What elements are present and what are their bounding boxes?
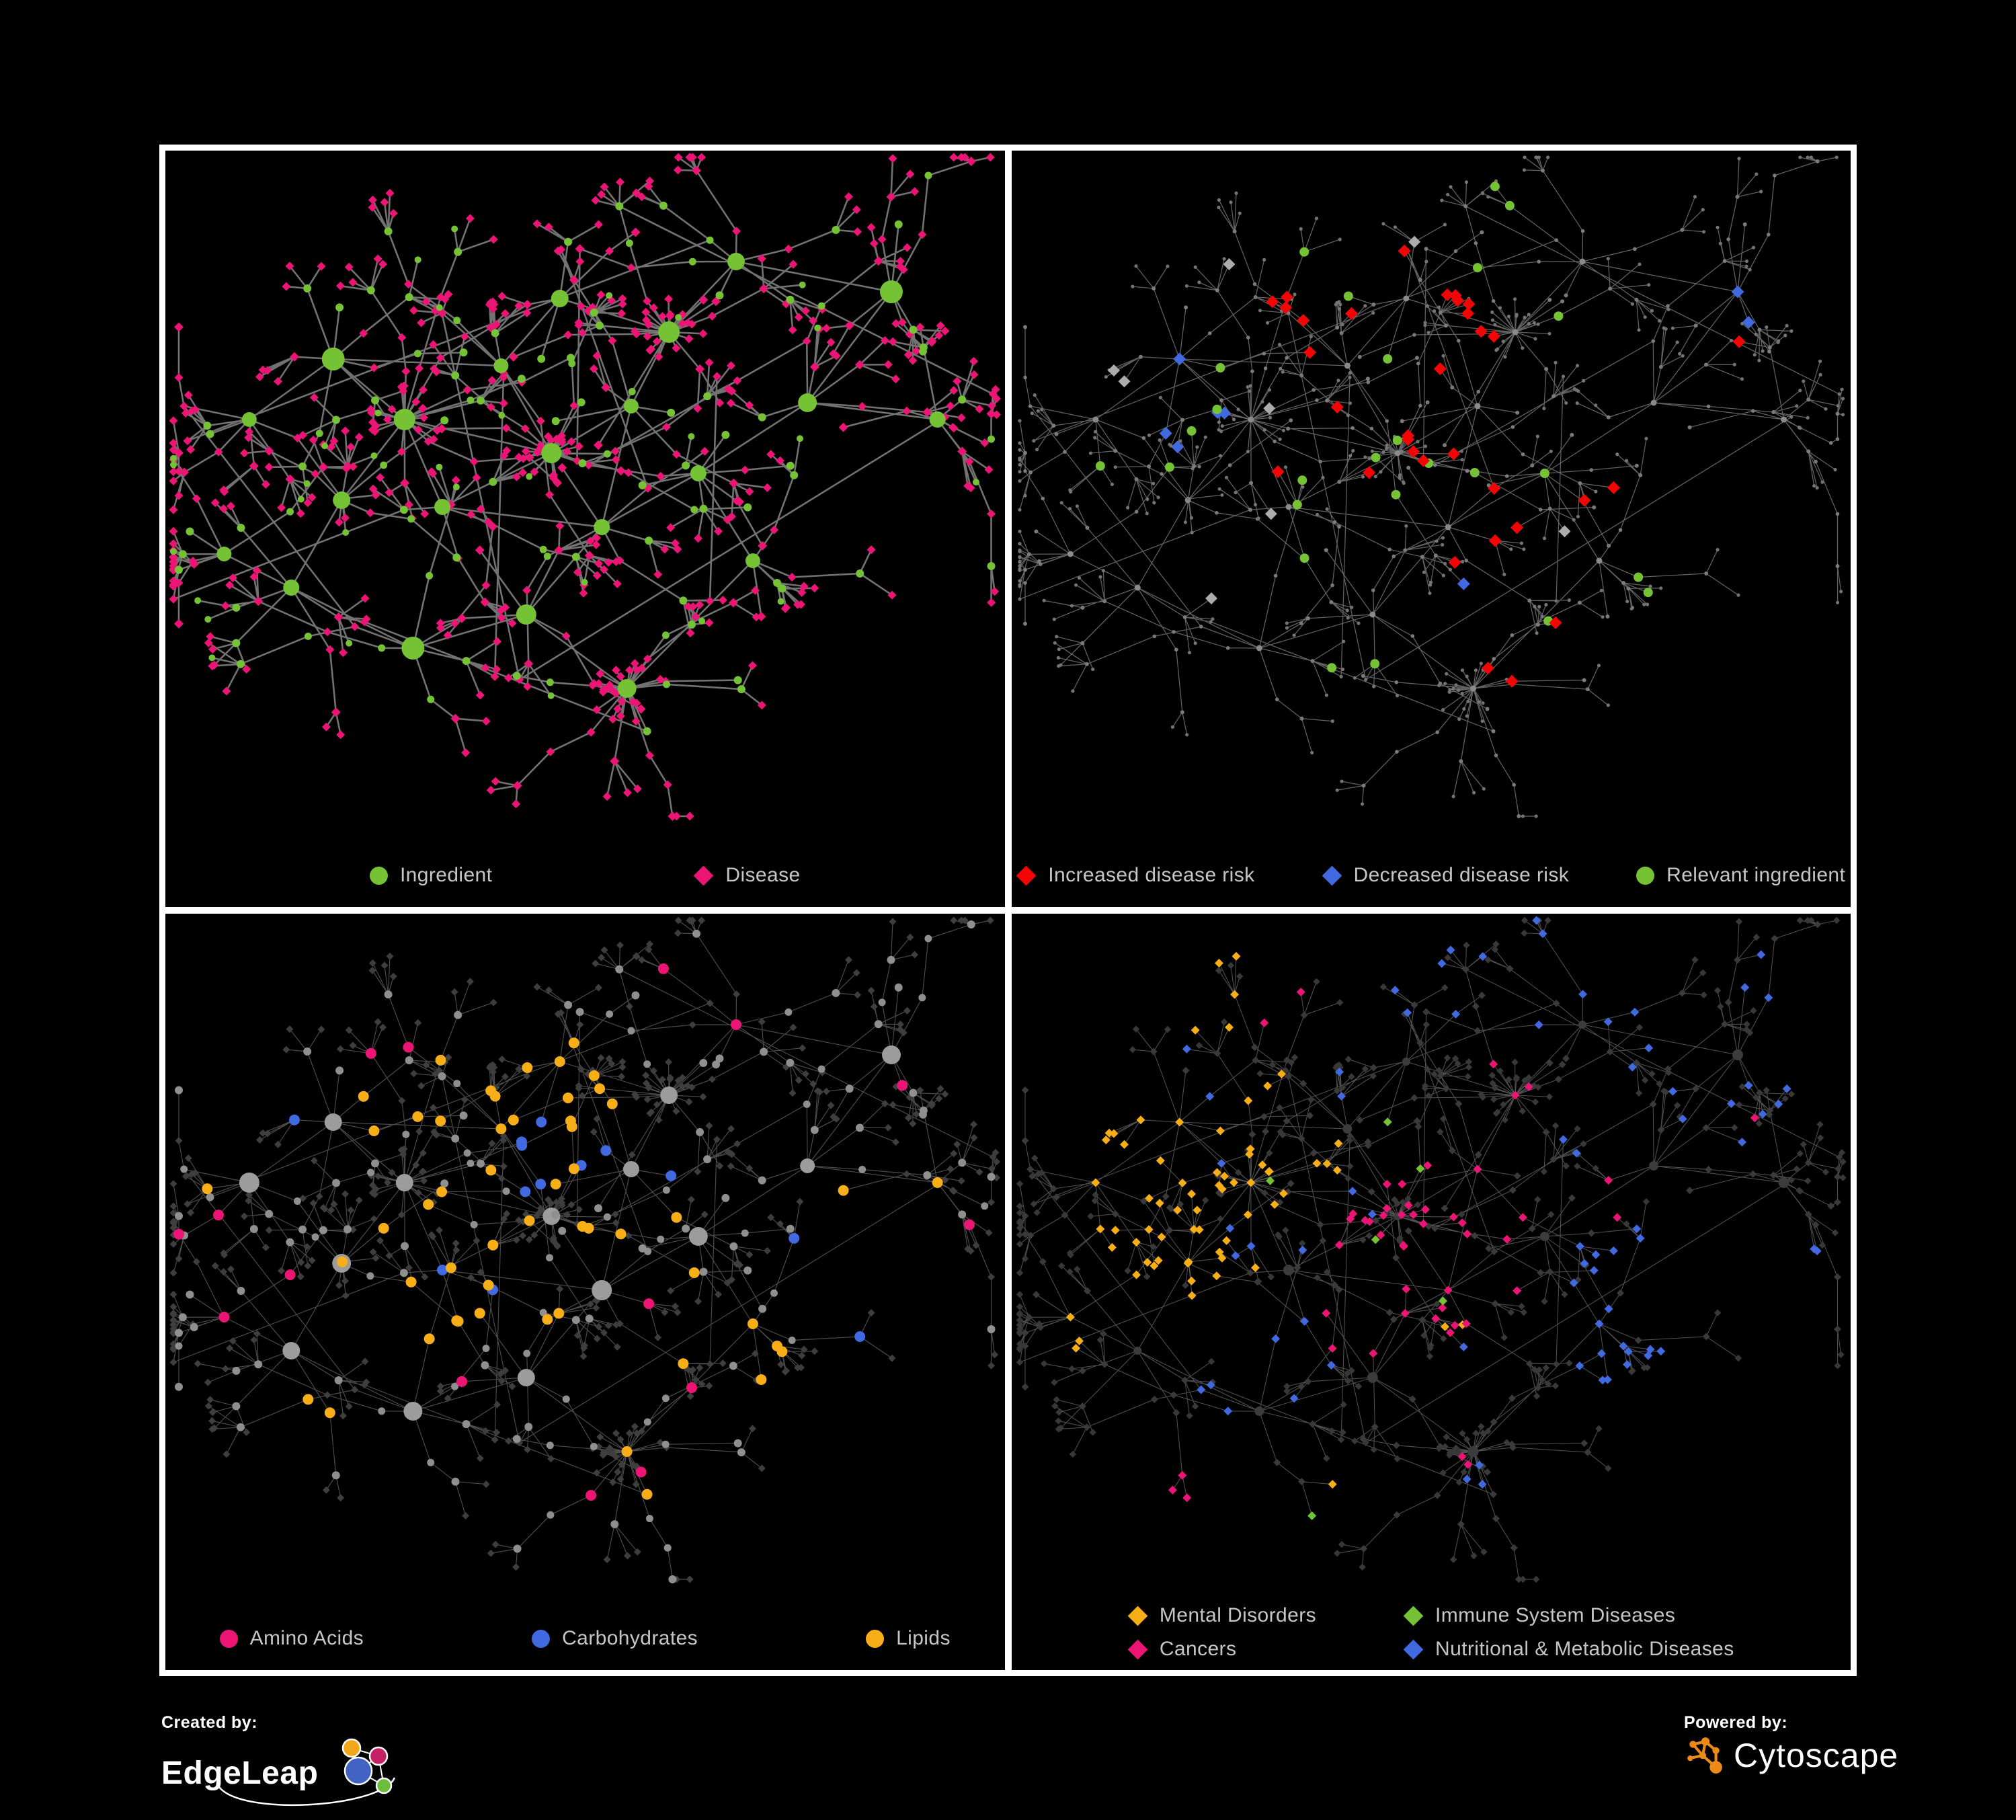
network-nodes-circle [202, 1037, 943, 1500]
legend-label: Carbohydrates [562, 1627, 698, 1649]
legend-item: Carbohydrates [532, 1627, 698, 1650]
network-nodes-diamond [1065, 951, 1467, 1489]
edgeleap-node-blue [344, 1756, 373, 1786]
legend-item: Decreased disease risk [1322, 864, 1570, 887]
panel-disease-classes: Mental Disorders Immune System Diseases Ca… [1008, 910, 1854, 1673]
legend-nutrient-classes: Amino Acids Carbohydrates Lipids [172, 1627, 998, 1650]
legend-label: Ingredient [399, 864, 493, 886]
edgeleap-node-orange [342, 1738, 362, 1758]
edgeleap-logo-icon [218, 1738, 396, 1807]
legend-marker-circle [1636, 866, 1655, 885]
powered-by-block: Powered by: Cytoscape [1684, 1713, 1898, 1776]
legend-label: Lipids [896, 1627, 951, 1649]
legend-item: Cancers [1127, 1638, 1316, 1661]
network-ingredient-disease [169, 153, 1002, 821]
legend-item: Increased disease risk [1016, 864, 1254, 887]
edgeleap-logo-text: EdgeLeap [161, 1755, 319, 1791]
network-nodes-circle [239, 1173, 612, 1300]
legend-label: Relevant ingredient [1666, 864, 1846, 886]
network-nodes-circle [622, 1161, 639, 1177]
panel-grid: Ingredient Disease Increased disease risk… [159, 145, 1857, 1676]
network-disease-risk [1017, 155, 1845, 818]
network-nodes-circle [1067, 258, 1787, 692]
legend-marker-diamond [1127, 1639, 1148, 1659]
network-nodes-circle [174, 920, 996, 1583]
network-nodes-circle [1022, 159, 1840, 818]
network-nodes-circle [174, 201, 996, 736]
network-nodes-circle [333, 253, 745, 509]
legend-item: Amino Acids [219, 1627, 364, 1650]
network-edges [1018, 920, 1843, 1580]
legend-item: Relevant ingredient [1636, 864, 1845, 887]
cytoscape-logo-icon [1687, 1737, 1722, 1774]
network-edges [1018, 157, 1843, 817]
network-nodes-circle [1017, 155, 1845, 818]
legend-item: Lipids [866, 1627, 951, 1650]
network-nodes-diamond [1107, 235, 1571, 604]
panel-disease-risk: Increased disease risk Decreased disease … [1008, 147, 1854, 910]
legend-marker-diamond [694, 865, 714, 885]
network-nodes-circle [1133, 1021, 1586, 1355]
network-nodes-circle [516, 443, 562, 625]
panel-ingredient-disease: Ingredient Disease [162, 147, 1008, 910]
legend-marker-circle [219, 1629, 238, 1648]
legend-marker-diamond [1403, 1639, 1424, 1659]
network-edges [173, 920, 998, 1580]
network-nodes-circle [286, 171, 996, 703]
edgeleap-node-green [376, 1777, 393, 1794]
created-by-label: Created by: [161, 1713, 258, 1732]
legend-ingredient-disease: Ingredient Disease [172, 864, 998, 887]
legend-marker-diamond [1322, 865, 1342, 885]
powered-by-label: Powered by: [1684, 1713, 1788, 1732]
legend-marker-diamond [1127, 1606, 1148, 1626]
network-nodes-circle [283, 411, 946, 596]
network-nodes-diamond [1168, 988, 1759, 1503]
panel-nutrient-classes: Amino Acids Carbohydrates Lipids [162, 910, 1008, 1673]
legend-item: Ingredient [369, 864, 493, 887]
legend-label: Cancers [1159, 1638, 1237, 1660]
legend-label: Disease [725, 864, 801, 886]
network-nodes-diamond [173, 157, 996, 821]
legend-marker-diamond [1016, 865, 1037, 885]
legend-label: Mental Disorders [1159, 1604, 1316, 1626]
network-nodes-circle [800, 1158, 815, 1173]
legend-item: Nutritional & Metabolic Diseases [1403, 1638, 1734, 1661]
legend-marker-diamond [1403, 1606, 1424, 1626]
legend-item: Disease [694, 864, 800, 887]
legend-item: Immune System Diseases [1403, 1604, 1734, 1627]
legend-label: Immune System Diseases [1435, 1604, 1676, 1626]
network-nodes-diamond [1020, 920, 1841, 1583]
legend-item: Mental Disorders [1127, 1604, 1316, 1627]
legend-label: Increased disease risk [1048, 864, 1255, 886]
network-edges [172, 156, 998, 818]
legend-label: Amino Acids [249, 1627, 364, 1649]
legend-disease-classes: Mental Disorders Immune System Diseases Ca… [1018, 1604, 1845, 1661]
network-nutrient-classes [169, 916, 1001, 1583]
network-nodes-circle [175, 935, 989, 1552]
legend-marker-circle [866, 1629, 885, 1648]
legend-label: Decreased disease risk [1353, 864, 1570, 886]
legend-disease-risk: Increased disease risk Decreased disease … [1016, 864, 1845, 887]
network-nodes-circle [617, 393, 817, 698]
created-by-block: Created by: EdgeLeap [161, 1713, 404, 1811]
edgeleap-node-magenta [369, 1746, 389, 1766]
legend-marker-circle [532, 1629, 551, 1648]
network-disease-classes [1016, 916, 1847, 1583]
legend-marker-circle [369, 866, 388, 885]
legend-label: Nutritional & Metabolic Diseases [1435, 1638, 1734, 1660]
cytoscape-logo-text: Cytoscape [1734, 1737, 1899, 1774]
network-nodes-circle [1022, 173, 1839, 787]
